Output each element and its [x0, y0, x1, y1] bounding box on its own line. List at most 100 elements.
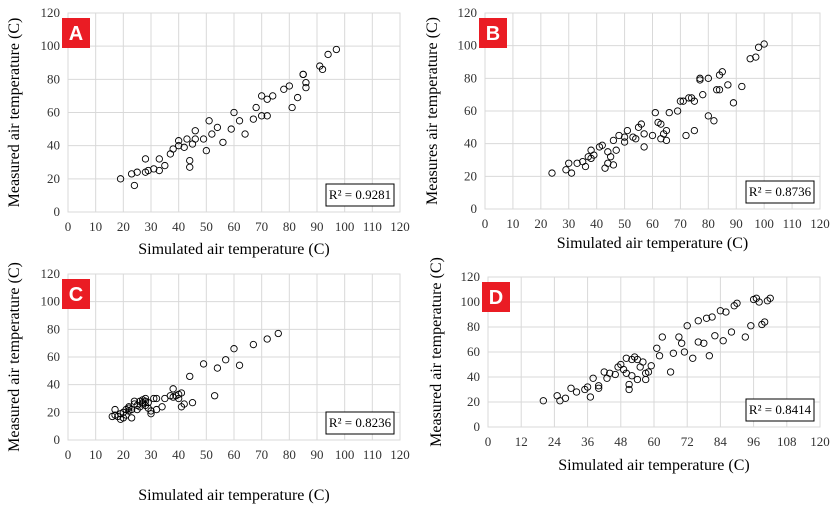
data-point	[761, 318, 769, 326]
x-tick-label: 0	[482, 216, 489, 231]
x-tick-label: 70	[674, 216, 687, 231]
x-tick-label: 40	[172, 447, 185, 462]
r2-box	[325, 411, 395, 435]
data-point	[219, 138, 227, 147]
data-point	[606, 369, 614, 377]
data-point	[269, 92, 277, 100]
data-point	[186, 163, 194, 171]
data-point	[690, 97, 699, 105]
y-tick-label: 0	[474, 419, 481, 434]
x-tick-label: 70	[255, 219, 268, 234]
data-point	[583, 383, 592, 391]
y-tick-label: 20	[47, 404, 60, 419]
data-point	[609, 136, 618, 145]
data-point	[694, 317, 702, 325]
x-tick-label: 10	[506, 216, 519, 231]
data-point	[258, 92, 266, 100]
r2-label: R² = 0.8414	[749, 402, 812, 417]
data-point	[133, 168, 141, 176]
data-point	[222, 356, 230, 364]
data-point	[696, 74, 704, 82]
data-point	[655, 352, 664, 360]
data-point	[548, 169, 556, 177]
data-point	[595, 384, 603, 392]
data-point	[285, 82, 293, 90]
data-point	[590, 151, 598, 159]
data-point	[567, 169, 576, 177]
data-point	[258, 112, 266, 120]
data-point	[752, 53, 760, 61]
r2-label: R² = 0.8736	[749, 184, 812, 199]
data-point	[711, 332, 719, 340]
data-point	[625, 380, 633, 389]
data-point	[213, 364, 222, 372]
x-axis-title: Simulated air temperature (C)	[558, 457, 749, 474]
data-point	[158, 403, 166, 411]
data-point	[665, 108, 673, 117]
data-point	[210, 392, 219, 400]
x-tick-label: 80	[702, 216, 715, 231]
data-point	[180, 143, 188, 151]
y-tick-label: 80	[47, 71, 60, 86]
data-point	[704, 74, 712, 82]
data-point	[601, 164, 609, 172]
y-tick-label: 0	[54, 432, 61, 447]
x-tick-label: 20	[534, 216, 547, 231]
data-point	[620, 133, 629, 141]
data-point	[747, 322, 755, 330]
y-tick-label: 80	[47, 321, 60, 336]
data-point	[658, 333, 666, 341]
data-point	[662, 126, 671, 135]
x-tick-label: 90	[311, 219, 324, 234]
data-point	[675, 333, 683, 341]
data-point	[191, 127, 199, 135]
x-tick-label: 48	[614, 434, 627, 449]
data-point	[141, 155, 150, 163]
data-point	[565, 159, 573, 167]
data-point	[598, 141, 606, 149]
data-point	[302, 83, 310, 92]
data-point	[332, 45, 341, 54]
x-tick-label: 120	[810, 216, 830, 231]
data-point	[633, 375, 642, 384]
data-point	[241, 130, 249, 138]
data-point	[710, 117, 718, 125]
data-point	[715, 86, 724, 94]
y-tick-label: 20	[47, 171, 60, 186]
data-point	[175, 142, 183, 150]
data-point	[147, 407, 155, 415]
data-point	[161, 161, 169, 170]
x-tick-label: 0	[65, 219, 72, 234]
y-axis-title: Measured air temperature (C)	[6, 18, 23, 208]
data-point	[741, 333, 749, 341]
data-point	[572, 388, 581, 396]
data-point	[708, 313, 716, 321]
x-tick-label: 90	[730, 216, 743, 231]
data-point	[263, 95, 271, 103]
data-point	[249, 115, 258, 123]
data-point	[713, 86, 721, 94]
y-tick-label: 60	[464, 103, 477, 118]
data-point	[606, 153, 615, 161]
data-point	[642, 375, 650, 384]
x-tick-label: 120	[390, 219, 410, 234]
data-point	[235, 361, 244, 369]
data-point	[632, 135, 640, 143]
data-point	[694, 338, 702, 346]
data-point	[669, 349, 678, 357]
data-point	[622, 354, 630, 362]
data-point	[111, 405, 119, 414]
data-point	[581, 162, 590, 171]
x-tick-label: 24	[548, 434, 562, 449]
chart-panel-b: 0 20 40 60 80 100 120 0 10 20 30 40 50 60 70 80 90 100 110…	[424, 5, 830, 252]
data-point	[702, 314, 711, 322]
data-point	[199, 360, 208, 368]
data-point	[152, 394, 161, 403]
data-point	[186, 372, 194, 381]
y-tick-label: 40	[47, 377, 60, 392]
r2-box	[745, 398, 815, 422]
data-point	[754, 43, 763, 51]
r2-box	[325, 183, 395, 207]
x-tick-label: 110	[363, 447, 382, 462]
data-point	[280, 85, 288, 93]
